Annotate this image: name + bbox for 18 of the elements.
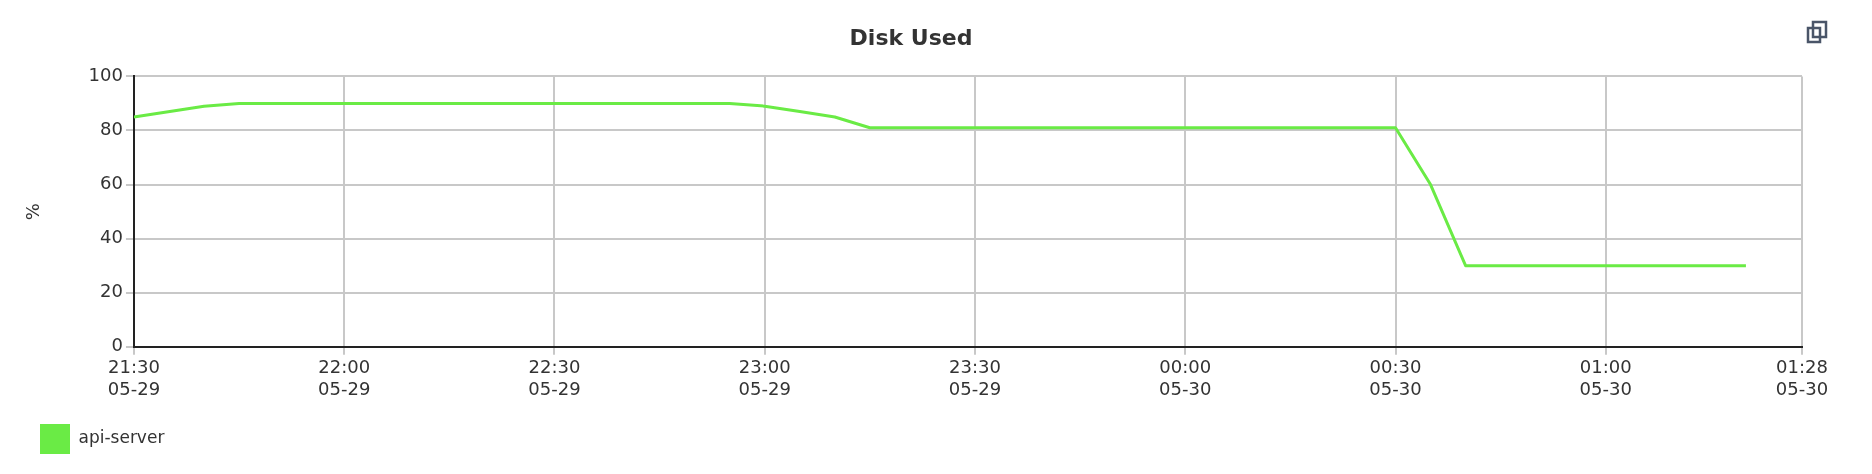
x-tick-label: 22:30 05-29 bbox=[528, 356, 581, 399]
x-tick-label: 00:00 05-30 bbox=[1159, 356, 1212, 399]
chart-title: Disk Used bbox=[849, 24, 973, 50]
x-tick-label: 23:30 05-29 bbox=[948, 356, 1002, 399]
legend-label: api-server bbox=[78, 427, 165, 448]
x-tick-label: 23:00 05-29 bbox=[738, 356, 791, 399]
x-tick-label: 00:30 05-30 bbox=[1369, 356, 1422, 399]
x-tick-label: 21:30 05-29 bbox=[107, 356, 161, 399]
x-tick-label: 01:28 05-30 bbox=[1775, 356, 1829, 399]
x-tick-label: 22:00 05-29 bbox=[318, 356, 371, 399]
y-tick-label: 20 bbox=[100, 280, 123, 302]
y-tick-label: 80 bbox=[100, 118, 123, 140]
y-tick-label: 60 bbox=[100, 172, 123, 194]
y-tick-label: 40 bbox=[100, 226, 123, 248]
y-tick-label: 0 bbox=[111, 334, 123, 356]
x-tick-label: 01:00 05-30 bbox=[1579, 356, 1632, 399]
y-axis-title: % bbox=[22, 203, 44, 221]
y-tick-label: 100 bbox=[88, 64, 123, 86]
